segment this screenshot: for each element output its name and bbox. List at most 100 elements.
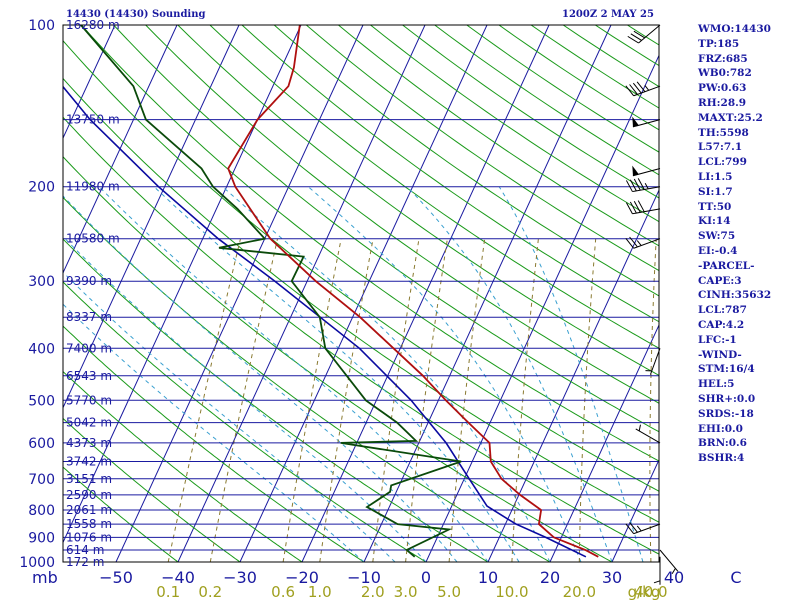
dry-adiabat bbox=[63, 40, 659, 492]
index-item: MAXT:25.2 bbox=[698, 111, 763, 124]
dry-adiabat bbox=[63, 281, 427, 562]
pressure-tick-label: 300 bbox=[28, 274, 55, 290]
index-item: WMO:14430 bbox=[698, 23, 771, 35]
temperature-tick-label: 40 bbox=[664, 568, 684, 587]
index-item: -PARCEL- bbox=[698, 259, 755, 272]
temperature-tick-label: −10 bbox=[347, 568, 381, 587]
pressure-tick-label: 700 bbox=[28, 472, 55, 488]
mixing-ratio-label: 0.1 bbox=[156, 583, 180, 600]
height-label: 3151 m bbox=[66, 472, 112, 486]
index-item: EHI:0.0 bbox=[698, 422, 743, 435]
index-item: LCL:787 bbox=[698, 304, 747, 317]
parcel-trace bbox=[63, 85, 587, 558]
height-label: 4373 m bbox=[66, 436, 112, 450]
mixing-ratio-label: 20.0 bbox=[563, 583, 596, 600]
height-label: 1558 m bbox=[66, 517, 112, 531]
wind-barb bbox=[625, 178, 661, 193]
moist-adiabat bbox=[498, 186, 644, 562]
wind-barb bbox=[632, 116, 661, 128]
index-item: BRN:0.6 bbox=[698, 437, 747, 450]
height-label: 8337 m bbox=[66, 310, 112, 324]
height-label: 13750 m bbox=[66, 113, 120, 127]
index-item: LFC:-1 bbox=[698, 333, 737, 346]
dry-adiabat bbox=[63, 77, 659, 523]
observation-time: 1200Z 2 MAY 25 bbox=[562, 9, 654, 20]
temperature-tick-label: −40 bbox=[161, 568, 195, 587]
plot-frame bbox=[62, 24, 660, 563]
mixing-ratio-label: 0.2 bbox=[198, 583, 222, 600]
pressure-tick-label: 200 bbox=[28, 180, 55, 196]
temperature-tick-label: 10 bbox=[478, 568, 498, 587]
mixing-ratio-label: 3.0 bbox=[394, 583, 418, 600]
height-label: 7400 m bbox=[66, 341, 112, 355]
index-item: HEL:5 bbox=[698, 378, 735, 391]
plot-border bbox=[62, 24, 660, 563]
station-title: 14430 (14430) Sounding bbox=[66, 9, 206, 20]
index-item: TT:50 bbox=[698, 200, 732, 213]
index-item: RH:28.9 bbox=[698, 96, 747, 109]
index-item: SW:75 bbox=[698, 230, 736, 243]
temperature-tick-label: C bbox=[730, 568, 741, 587]
index-item: CAP:4.2 bbox=[698, 318, 745, 331]
temperature-tick-label: 20 bbox=[540, 568, 560, 587]
mixing-ratio-line bbox=[209, 238, 278, 562]
index-item: SHR+:0.0 bbox=[698, 392, 756, 405]
temperature-tick-label: 30 bbox=[602, 568, 622, 587]
wind-barb bbox=[659, 549, 679, 575]
mixing-ratio-label: 10.0 bbox=[495, 583, 528, 600]
wind-barb bbox=[645, 348, 661, 375]
isotherm bbox=[63, 25, 302, 544]
mixing-ratio-unit: g/kg bbox=[628, 583, 661, 600]
height-label: 5770 m bbox=[66, 393, 112, 407]
pressure-tick-label: 500 bbox=[28, 393, 55, 409]
isotherm bbox=[611, 458, 659, 562]
pressure-tick-label: 800 bbox=[28, 503, 55, 519]
index-item: LI:1.5 bbox=[698, 170, 733, 183]
sounding-profiles bbox=[63, 25, 599, 558]
isotherm bbox=[63, 25, 116, 140]
temperature-tick-label: −30 bbox=[223, 568, 257, 587]
height-label: 1076 m bbox=[66, 530, 112, 544]
pressure-unit-label: mb bbox=[32, 568, 58, 587]
wind-barb bbox=[625, 236, 661, 249]
isotherm bbox=[425, 54, 659, 562]
moist-adiabat bbox=[63, 195, 458, 562]
index-item: PW:0.63 bbox=[698, 82, 747, 95]
height-label: 172 m bbox=[66, 555, 104, 569]
temperature-tick-label: −20 bbox=[285, 568, 319, 587]
mixing-ratio-label: 5.0 bbox=[437, 583, 461, 600]
temperature-tick-label: −50 bbox=[99, 568, 133, 587]
pressure-tick-label: 400 bbox=[28, 341, 55, 357]
wind-barb bbox=[635, 424, 661, 444]
index-item: TP:185 bbox=[698, 37, 740, 50]
wind-barb bbox=[625, 200, 661, 215]
moist-adiabat bbox=[63, 271, 396, 562]
index-item: WB0:782 bbox=[698, 67, 752, 80]
wind-barb bbox=[625, 81, 661, 97]
isotherm bbox=[301, 25, 550, 562]
temperature-tick-label: 0 bbox=[421, 568, 431, 587]
isotherm bbox=[115, 25, 364, 562]
mixing-ratio-label: 40.0 bbox=[634, 583, 667, 600]
dry-adiabat bbox=[81, 25, 659, 462]
isotherm bbox=[63, 25, 178, 275]
index-item: LCL:799 bbox=[698, 156, 747, 169]
index-item: -WIND- bbox=[698, 348, 742, 361]
moist-adiabat bbox=[98, 186, 489, 562]
height-label: 2061 m bbox=[66, 503, 112, 517]
index-item: BSHR:4 bbox=[698, 452, 745, 465]
height-label: 6543 m bbox=[66, 369, 112, 383]
height-label: 10580 m bbox=[66, 232, 120, 246]
isotherm bbox=[549, 323, 659, 562]
moist-adiabat bbox=[406, 186, 613, 562]
pressure-tick-label: 100 bbox=[28, 18, 55, 34]
temperature-trace bbox=[227, 25, 599, 558]
isotherm bbox=[63, 25, 240, 409]
height-label: 11980 m bbox=[66, 180, 120, 194]
pressure-tick-label: 1000 bbox=[19, 555, 55, 571]
pressure-tick-label: 600 bbox=[28, 436, 55, 452]
index-item: FRZ:685 bbox=[698, 52, 748, 65]
mixing-ratio-label: 2.0 bbox=[361, 583, 385, 600]
